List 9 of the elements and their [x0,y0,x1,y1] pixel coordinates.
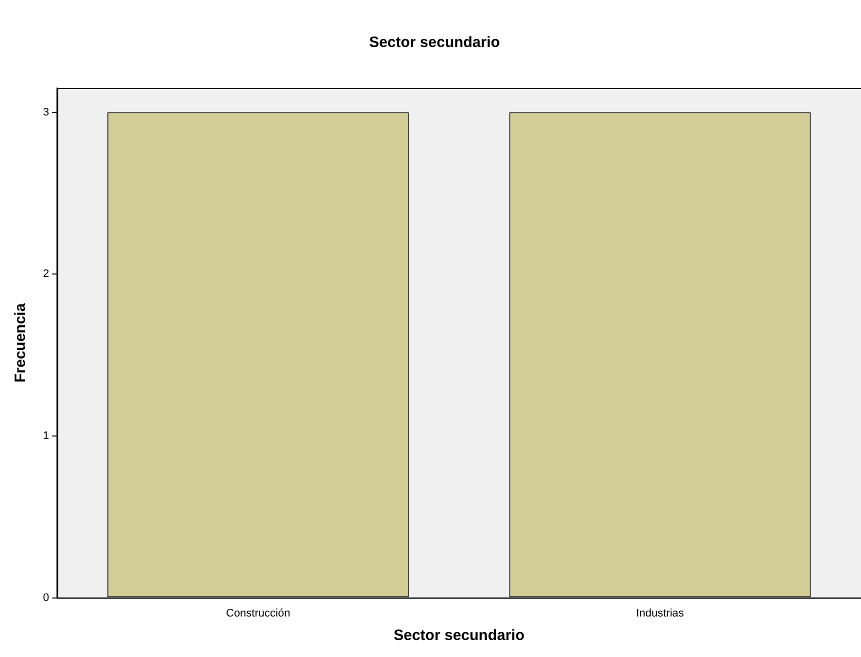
chart-title: Sector secundario [369,34,500,52]
y-tick-label: 1 [42,430,50,442]
y-tick-label: 3 [42,106,50,118]
y-tick-label: 0 [42,592,50,604]
y-tick-label: 2 [42,268,50,280]
x-tick-label: Industrias [636,607,684,620]
y-axis-title: Frecuencia [12,302,30,383]
x-axis-title: Sector secundario [394,627,525,644]
x-tick-label: Construcción [226,607,290,620]
